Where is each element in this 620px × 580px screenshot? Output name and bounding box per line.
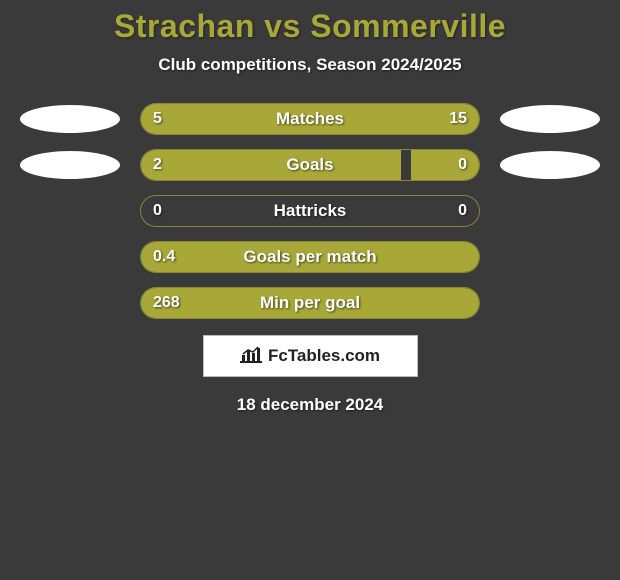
stat-label: Matches [276,109,344,129]
source-badge: FcTables.com [203,335,418,377]
stat-value-right: 0 [458,156,467,174]
player-right-marker [500,151,600,179]
stat-row: 2 0 Goals [0,149,620,181]
stat-value-left: 0 [153,202,162,220]
stat-label: Goals [286,155,333,175]
stat-value-left: 268 [153,294,180,312]
source-badge-text: FcTables.com [268,346,380,366]
stat-label: Hattricks [274,201,347,221]
page-subtitle: Club competitions, Season 2024/2025 [0,55,620,75]
stat-label: Min per goal [260,293,360,313]
stat-row: 268 Min per goal [0,287,620,319]
page-title: Strachan vs Sommerville [0,8,620,45]
stat-row: 5 15 Matches [0,103,620,135]
stat-value-right: 15 [449,110,467,128]
stat-row: 0.4 Goals per match [0,241,620,273]
chart-icon [240,345,262,368]
stat-label: Goals per match [243,247,376,267]
comparison-infographic: Strachan vs Sommerville Club competition… [0,0,620,415]
stat-rows: 5 15 Matches 2 0 Goals 0 0 Hattricks 0.4 Goals per… [0,103,620,319]
player-left-marker [20,151,120,179]
stat-bar-track: 5 15 Matches [140,103,480,135]
stat-value-left: 0.4 [153,248,175,266]
stat-value-left: 2 [153,156,162,174]
stat-bar-right-fill [219,104,479,134]
stat-bar-track: 268 Min per goal [140,287,480,319]
stat-bar-track: 0.4 Goals per match [140,241,480,273]
stat-value-right: 0 [458,202,467,220]
stat-bar-left-fill [141,150,401,180]
player-left-marker [20,105,120,133]
stat-value-left: 5 [153,110,162,128]
stat-row: 0 0 Hattricks [0,195,620,227]
stat-bar-right-fill [411,150,479,180]
stat-bar-track: 2 0 Goals [140,149,480,181]
stat-bar-track: 0 0 Hattricks [140,195,480,227]
date-label: 18 december 2024 [0,395,620,415]
player-right-marker [500,105,600,133]
